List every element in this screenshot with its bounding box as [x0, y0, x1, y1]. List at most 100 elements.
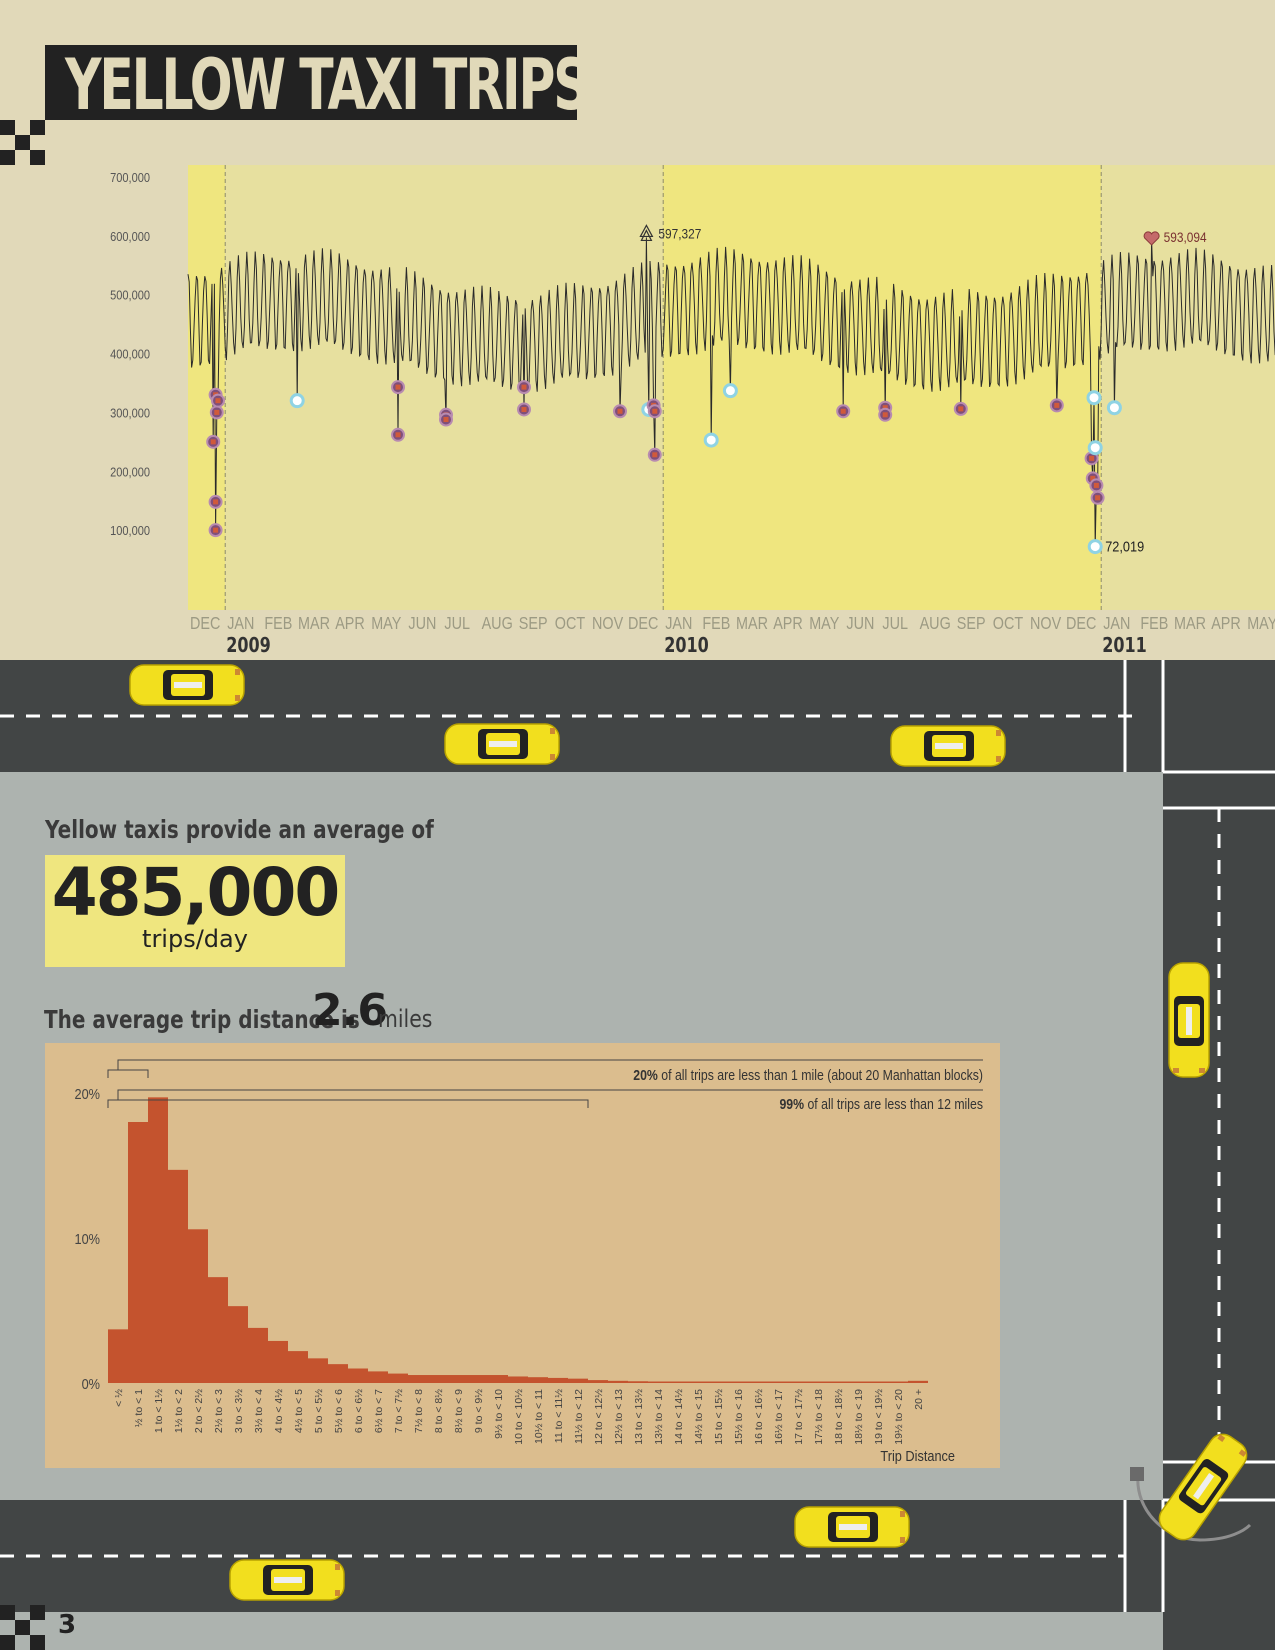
x-month-label: MAR — [736, 614, 768, 634]
distance-value: 2.6 — [312, 985, 387, 1036]
x-tick-label: 13½ to < 14 — [653, 1389, 665, 1445]
annotation-percent: 20% — [633, 1067, 658, 1083]
plot-band — [188, 165, 225, 610]
x-tick-label: 14 to < 14½ — [673, 1389, 685, 1445]
histogram-bar — [768, 1382, 788, 1384]
x-tick-label: 19 to < 19½ — [873, 1389, 885, 1445]
x-tick-label: 2 to < 2½ — [193, 1389, 205, 1433]
x-month-label: FEB — [702, 614, 730, 634]
histogram-bar — [268, 1341, 288, 1383]
x-month-label: NOV — [592, 614, 623, 634]
x-month-label: JAN — [665, 614, 692, 634]
distance-unit: miles — [378, 1005, 432, 1033]
car-marker-glyph — [444, 417, 449, 422]
x-tick-label: 14½ to < 15 — [693, 1389, 705, 1445]
checker-square — [30, 1605, 45, 1620]
x-tick-label: 20 + — [913, 1389, 925, 1410]
y-tick-label: 200,000 — [110, 464, 150, 479]
x-month-label: JUN — [846, 614, 874, 634]
histogram-bar — [628, 1381, 648, 1383]
x-tick-label: 6½ to < 7 — [373, 1389, 385, 1433]
tow-hook-icon — [1130, 1467, 1144, 1481]
checker-square — [0, 120, 15, 135]
daily-trips-chart: 700,000 600,000 500,000 400,000 300,000 200,0… — [0, 155, 1275, 660]
x-tick-label: 11 to < 11½ — [553, 1389, 565, 1443]
checker-square — [15, 135, 30, 150]
x-month-label: MAY — [1247, 614, 1275, 634]
histogram-bar — [368, 1371, 388, 1383]
car-marker-glyph — [216, 398, 221, 403]
annotation-detail: of all trips are less than 1 mile (about… — [658, 1067, 983, 1083]
x-tick-label: 12½ to < 13 — [613, 1389, 625, 1445]
x-tick-label: 4½ to < 5 — [293, 1389, 305, 1433]
car-marker-glyph — [211, 439, 216, 444]
x-tick-label: ½ to < 1 — [133, 1389, 145, 1427]
histogram-bar — [328, 1364, 348, 1383]
checker-square — [0, 1635, 15, 1650]
year-label: 2011 — [1102, 634, 1147, 657]
histogram-bar — [428, 1375, 448, 1383]
x-month-label: OCT — [555, 614, 585, 634]
car-marker-glyph — [652, 409, 657, 414]
annotation-percent: 99% — [779, 1096, 804, 1112]
x-month-label: APR — [1211, 614, 1241, 634]
trip-distance-histogram: 20% 10% 0% < ½ ½ to < 1 1 to < 1½ 1½ to < 2 2 t… — [45, 1043, 1000, 1468]
y-tick-label: 400,000 — [110, 347, 150, 362]
annotation-text: 99% of all trips are less than 12 miles — [779, 1096, 983, 1112]
x-tick-label: 1 to < 1½ — [153, 1389, 165, 1433]
x-month-label: AUG — [482, 614, 513, 634]
car-marker-glyph — [522, 385, 527, 390]
snowflake-marker-icon — [1088, 392, 1100, 404]
histogram-bar — [108, 1329, 128, 1383]
x-month-label: JUL — [444, 614, 470, 634]
page-number: 3 — [58, 1610, 76, 1640]
histogram-bar — [308, 1358, 328, 1383]
x-month-label: OCT — [993, 614, 1023, 634]
car-marker-glyph — [396, 432, 401, 437]
checker-square — [0, 1605, 15, 1620]
histogram-bar — [828, 1382, 848, 1384]
x-tick-label: 3 to < 3½ — [233, 1389, 245, 1433]
peak-label: 597,327 — [658, 225, 701, 241]
x-month-label: JAN — [227, 614, 254, 634]
x-tick-label: 10½ to < 11 — [533, 1389, 545, 1444]
x-axis-label: Trip Distance — [880, 1447, 955, 1464]
histogram-bar — [348, 1369, 368, 1384]
x-tick-label: 9½ to < 10 — [493, 1389, 505, 1439]
x-tick-label: 16½ to < 17 — [773, 1389, 785, 1445]
road-bottom — [0, 1500, 1275, 1612]
checker-square — [30, 1635, 45, 1650]
trips-unit: trips/day — [45, 925, 345, 953]
x-month-label: JUL — [882, 614, 908, 634]
car-marker-glyph — [1089, 456, 1094, 461]
x-month-label: MAR — [1174, 614, 1206, 634]
x-tick-label: 17 to < 17½ — [793, 1389, 805, 1445]
x-month-label: FEB — [264, 614, 292, 634]
snowflake-marker-icon — [724, 385, 736, 397]
car-marker-glyph — [214, 410, 219, 415]
x-tick-label: 9 to < 9½ — [473, 1389, 485, 1433]
x-tick-label: 2½ to < 3 — [213, 1389, 225, 1433]
checker-square — [15, 1620, 30, 1635]
x-month-label: NOV — [1030, 614, 1061, 634]
histogram-bar — [708, 1382, 728, 1384]
x-month-label: AUG — [920, 614, 951, 634]
histogram-bar — [128, 1122, 148, 1383]
histogram-bar — [688, 1382, 708, 1384]
histogram-bar — [488, 1375, 508, 1383]
histogram-bar — [468, 1375, 488, 1383]
low-label: 72,019 — [1105, 538, 1144, 555]
histogram-bar — [168, 1170, 188, 1383]
plot-band — [225, 165, 663, 610]
car-marker-glyph — [522, 407, 527, 412]
x-month-label: DEC — [628, 614, 659, 634]
x-tick-label: 6 to < 6½ — [353, 1389, 365, 1433]
x-tick-label: < ½ — [113, 1389, 125, 1407]
car-marker-glyph — [1095, 495, 1100, 500]
x-month-label: FEB — [1140, 614, 1168, 634]
x-tick-label: 18½ to < 19 — [853, 1389, 865, 1445]
x-tick-label: 5½ to < 6 — [333, 1389, 345, 1433]
car-marker-glyph — [652, 452, 657, 457]
histogram-bar — [788, 1382, 808, 1384]
annotation-text: 20% of all trips are less than 1 mile (a… — [633, 1067, 983, 1083]
